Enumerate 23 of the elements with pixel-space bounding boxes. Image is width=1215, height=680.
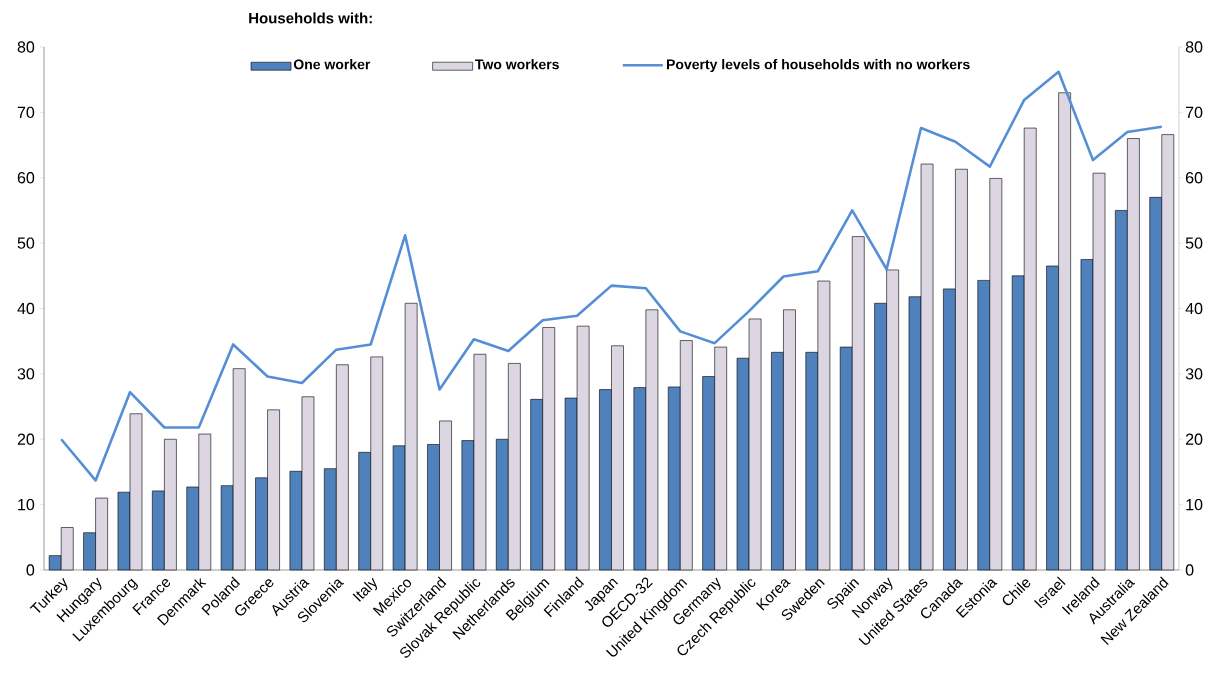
y2-tick-label: 10 [1186,498,1203,511]
y-tick-label: 40 [17,302,35,315]
legend-label: One worker [293,59,371,70]
legend-title: Households with: [249,12,372,24]
y2-tick-label: 0 [1185,564,1194,576]
y-tick-label: 10 [18,498,35,511]
y2-tick-label: 70 [1186,106,1203,119]
y2-tick-label: 60 [1185,172,1203,184]
y-tick-label: 30 [17,368,35,380]
y2-tick-label: 80 [1185,41,1203,53]
y-tick-label: 0 [26,564,35,576]
y-tick-label: 80 [17,41,35,53]
y-tick-label: 20 [17,433,35,445]
y2-tick-label: 20 [1185,433,1203,445]
y-tick-label: 70 [17,106,35,119]
y2-tick-label: 50 [1185,237,1203,249]
legend-label: Two workers [475,59,559,70]
y2-tick-label: 30 [1185,368,1203,380]
y-tick-label: 60 [17,172,35,184]
y2-tick-label: 40 [1185,302,1203,315]
line-series [59,70,1164,482]
legend-label: Poverty levels of households with no workers [666,59,970,73]
y-tick-label: 50 [17,237,35,249]
